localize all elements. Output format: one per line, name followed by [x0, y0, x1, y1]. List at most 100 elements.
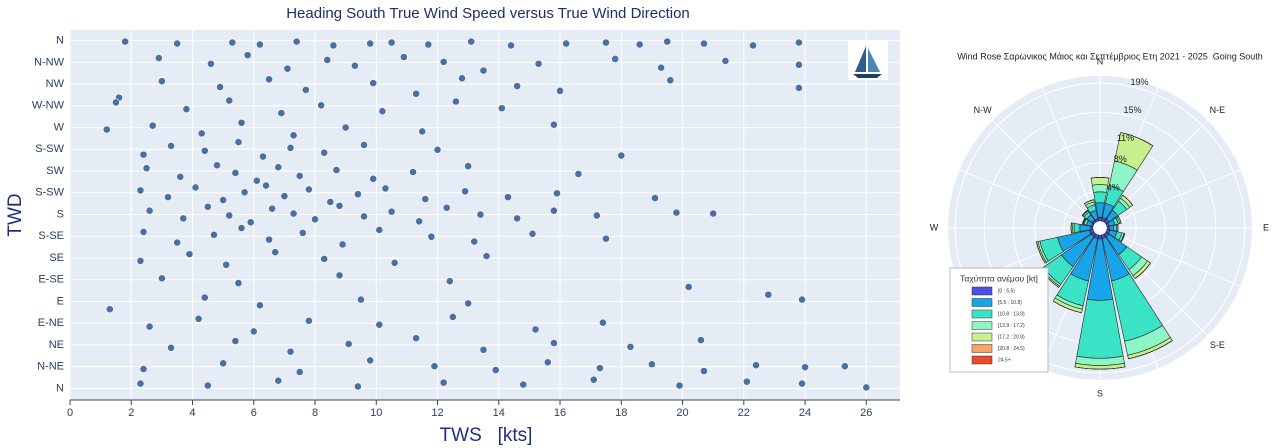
- direction-label: N-W: [974, 105, 992, 115]
- rose-title: Wind Rose Σαρωνικος Μάιος και Σεπτέμβριο…: [957, 51, 1263, 61]
- point: [164, 193, 172, 202]
- point: [375, 320, 384, 329]
- point: [157, 274, 166, 283]
- point: [259, 152, 267, 161]
- point: [176, 172, 185, 181]
- point: [286, 347, 295, 356]
- point: [136, 256, 145, 265]
- legend-label: [13.9 : 17.2): [998, 323, 1025, 329]
- point: [320, 255, 329, 263]
- point: [534, 59, 543, 68]
- point: [589, 375, 598, 384]
- point: [268, 204, 277, 213]
- point: [237, 224, 246, 232]
- legend-swatch: [971, 309, 993, 319]
- point: [635, 40, 644, 49]
- y-tick-label: SW: [46, 165, 64, 177]
- point: [666, 76, 675, 85]
- point: [430, 362, 439, 371]
- y-tick-label: S-SW: [35, 143, 64, 155]
- point: [329, 41, 338, 50]
- point: [139, 150, 148, 159]
- point: [225, 211, 234, 220]
- point: [675, 381, 684, 390]
- point: [418, 127, 427, 136]
- point: [271, 248, 280, 257]
- point: [216, 83, 224, 91]
- rose-segment: [1093, 191, 1107, 204]
- point: [378, 107, 387, 116]
- point: [697, 336, 705, 345]
- radial-tick-label: 11%: [1117, 133, 1134, 143]
- x-tick-label: 4: [189, 407, 195, 419]
- point: [464, 162, 473, 171]
- point: [332, 166, 341, 174]
- point: [424, 40, 433, 49]
- legend-swatch: [971, 344, 993, 353]
- point: [795, 84, 803, 92]
- point: [335, 271, 344, 280]
- point: [200, 293, 209, 302]
- point: [173, 39, 182, 48]
- direction-label: N: [1097, 56, 1104, 66]
- point: [862, 383, 871, 392]
- legend-label: 24.5+: [998, 357, 1011, 363]
- point: [136, 186, 145, 195]
- point: [651, 194, 659, 202]
- point: [289, 131, 298, 140]
- point: [369, 174, 378, 183]
- point: [742, 377, 751, 386]
- point: [289, 209, 298, 218]
- point: [433, 145, 442, 154]
- point: [295, 171, 304, 180]
- point: [390, 258, 399, 267]
- point: [801, 363, 809, 372]
- point: [240, 188, 249, 197]
- legend-swatch: [971, 332, 993, 342]
- direction-label: W: [930, 222, 939, 232]
- point: [700, 39, 708, 48]
- point: [543, 358, 552, 367]
- point: [121, 37, 130, 46]
- x-tick-label: 22: [738, 407, 750, 419]
- x-tick-label: 2: [128, 407, 134, 419]
- point: [439, 57, 448, 66]
- point: [179, 214, 188, 223]
- x-tick-label: 24: [799, 407, 811, 419]
- point: [528, 229, 537, 238]
- point: [142, 164, 151, 173]
- y-tick-label: S: [57, 208, 64, 220]
- point: [482, 252, 491, 260]
- point: [167, 343, 175, 352]
- chart-title: Heading South True Wind Speed versus Tru…: [286, 5, 690, 22]
- rose-segment: [1113, 224, 1117, 232]
- direction-label: N-E: [1210, 105, 1226, 115]
- direction-label: S: [1097, 388, 1103, 398]
- point: [252, 176, 261, 185]
- point: [304, 316, 313, 325]
- point: [360, 212, 368, 221]
- point: [519, 380, 528, 389]
- point: [470, 237, 479, 246]
- point: [795, 60, 803, 69]
- y-tick-label: W: [54, 121, 65, 133]
- point: [513, 214, 522, 223]
- point: [323, 56, 332, 64]
- point: [326, 198, 335, 206]
- radial-tick-label: 15%: [1123, 105, 1141, 115]
- point: [197, 129, 206, 138]
- point: [399, 53, 408, 61]
- logo-hull: [853, 74, 882, 78]
- point: [381, 184, 390, 193]
- y-tick-label: NE: [49, 339, 64, 351]
- point: [139, 365, 148, 373]
- y-tick-label: NW: [46, 78, 65, 90]
- point: [277, 109, 286, 117]
- point: [617, 151, 626, 160]
- point: [415, 217, 424, 226]
- radial-tick-label: 8%: [1114, 154, 1127, 164]
- point: [479, 66, 488, 75]
- point: [222, 260, 231, 269]
- point: [243, 51, 252, 60]
- point: [369, 79, 378, 88]
